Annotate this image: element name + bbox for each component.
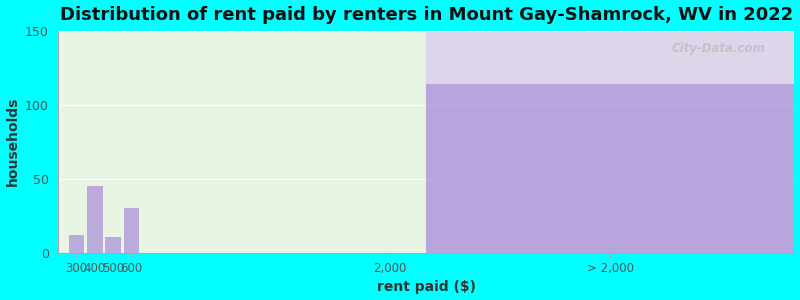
Bar (106, 237, 121, 253)
Bar (426, 84, 794, 253)
Bar (69, 235, 84, 253)
X-axis label: rent paid ($): rent paid ($) (377, 280, 476, 294)
Y-axis label: households: households (6, 97, 19, 187)
Title: Distribution of rent paid by renters in Mount Gay-Shamrock, WV in 2022: Distribution of rent paid by renters in … (60, 6, 793, 24)
Bar (426, 31, 794, 253)
Text: City-Data.com: City-Data.com (671, 42, 765, 55)
Bar (87, 186, 102, 253)
Bar (124, 208, 139, 253)
Bar (58, 31, 426, 253)
